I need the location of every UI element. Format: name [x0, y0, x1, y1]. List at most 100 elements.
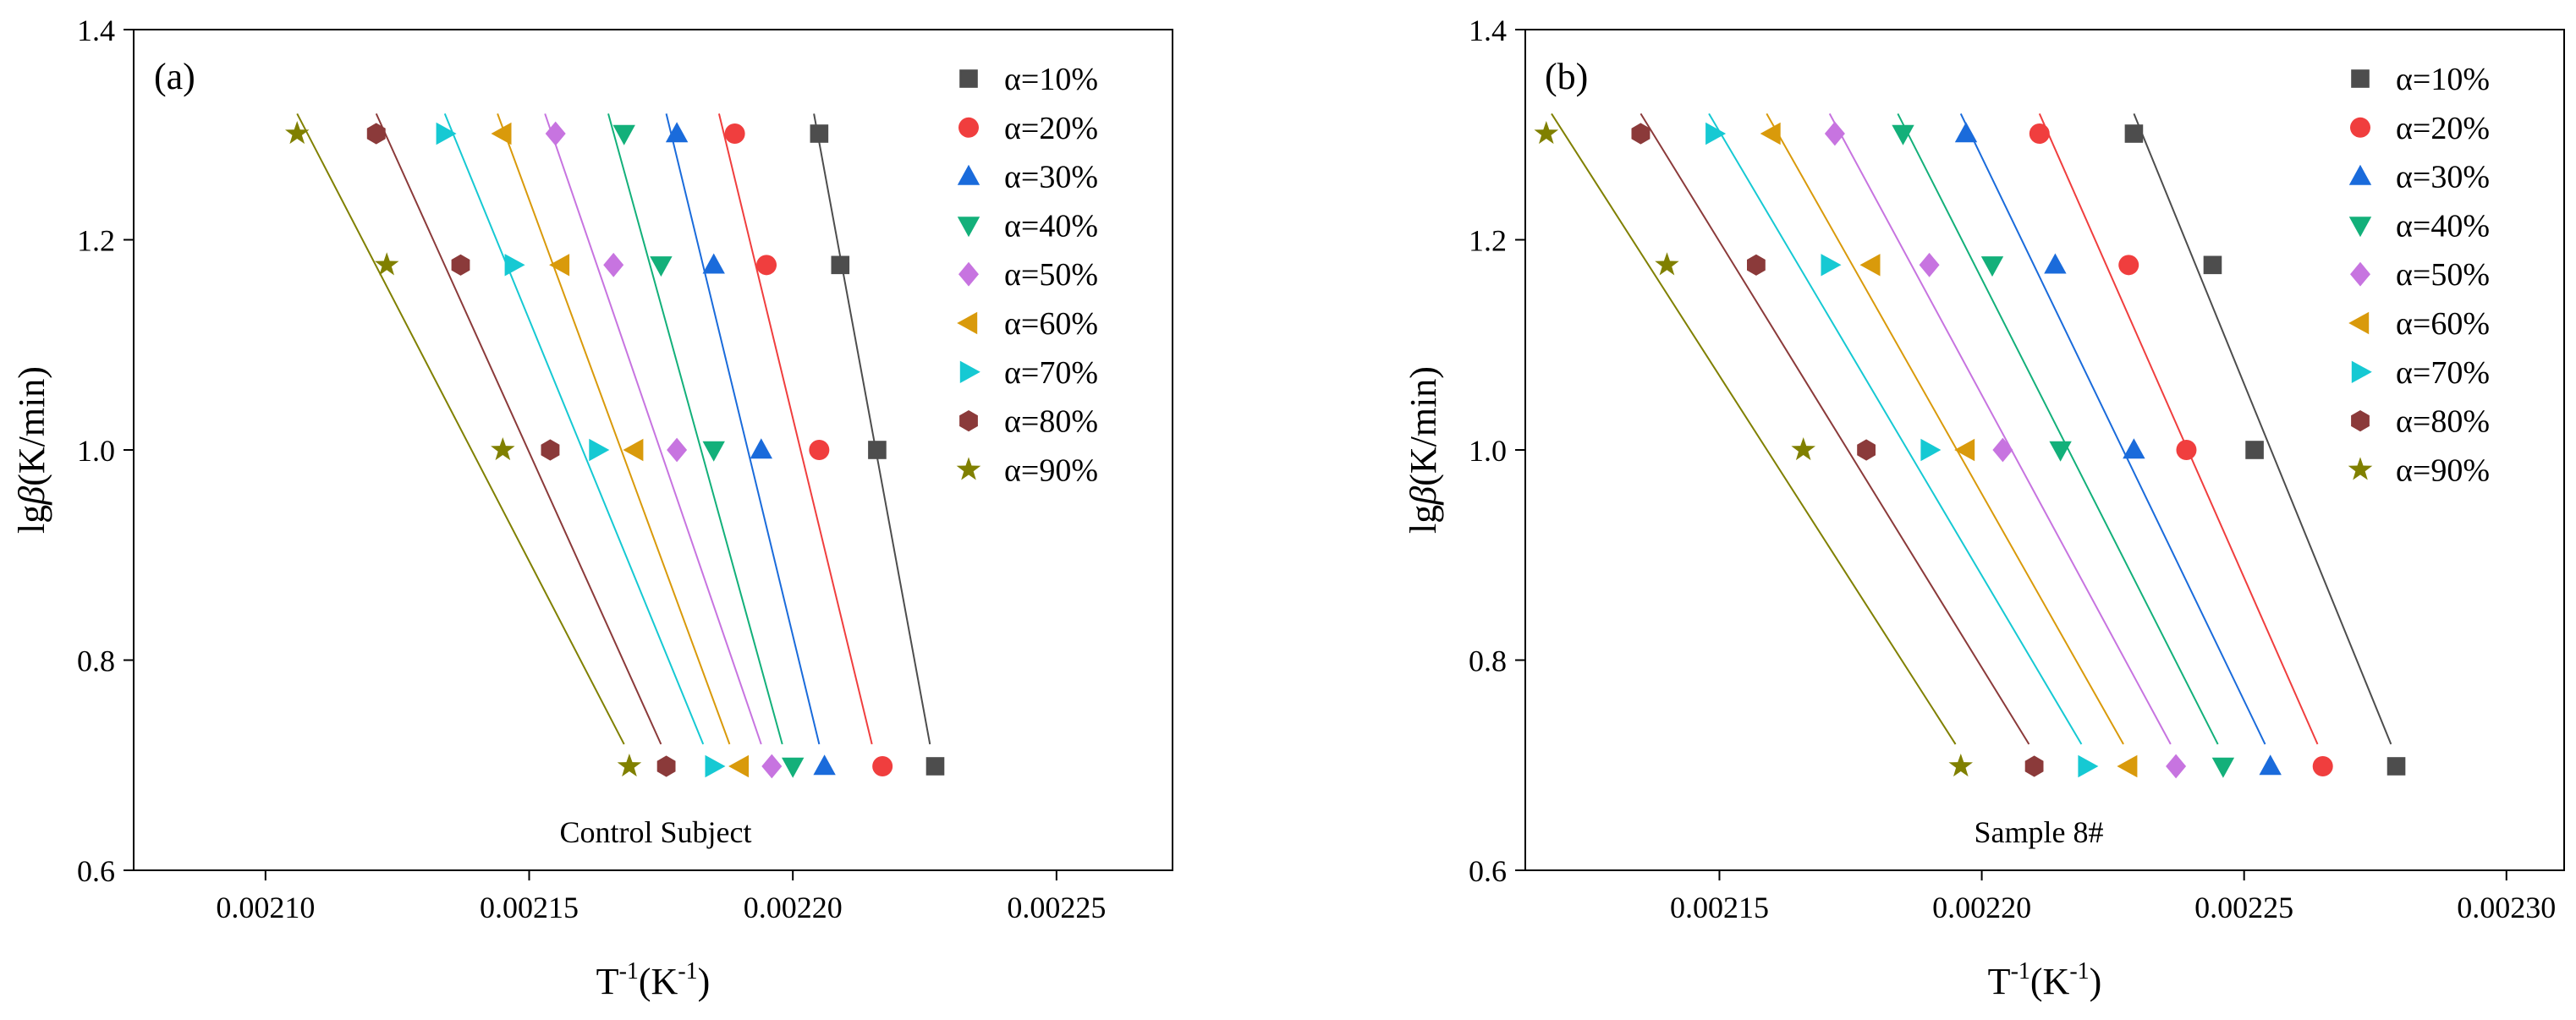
legend-label: α=50% [2396, 257, 2490, 293]
fit-line [375, 112, 662, 745]
data-point [612, 124, 635, 145]
data-point [1631, 123, 1651, 145]
fit-line [1897, 112, 2219, 745]
legend-label: α=80% [1004, 404, 1098, 440]
data-point [650, 256, 673, 277]
chart-panel-a: 0.00210 0.00215 0.00220 0.00225 0.6 0.8 1.0 1.2… [11, 14, 1173, 1002]
data-point [366, 123, 386, 145]
sample-annotation: Sample 8# [1975, 815, 2104, 849]
data-point [809, 440, 830, 460]
data-point [1655, 252, 1679, 276]
data-point [545, 121, 566, 146]
x-tick-label: 0.00220 [744, 891, 843, 924]
axis-ticks: 0.00210 0.00215 0.00220 0.00225 0.6 0.8 1.0 1.2… [77, 14, 1106, 924]
panel-label: (a) [154, 56, 195, 97]
plot-area-frame [133, 29, 1173, 871]
x-tick-label: 0.00230 [2457, 891, 2556, 924]
legend-label: α=60% [2396, 306, 2490, 342]
chart-panel-b: 0.00215 0.00220 0.00225 0.00230 0.6 0.8 1.0 1.2… [1403, 14, 2565, 1002]
fit-lines [296, 112, 931, 745]
fit-line [296, 112, 625, 745]
data-point [2029, 123, 2050, 145]
data-point [2211, 757, 2235, 778]
legend-marker [957, 164, 980, 185]
x-axis-title: T-1(K-1) [596, 958, 711, 1002]
legend-marker [2351, 69, 2370, 88]
fit-line [607, 113, 783, 745]
legend-marker [2348, 457, 2373, 480]
data-point [868, 441, 887, 459]
legend-marker [959, 360, 980, 383]
plot-area-frame [1524, 29, 2565, 871]
y-tick-label: 1.2 [77, 224, 115, 258]
data-point [2166, 754, 2187, 779]
fit-line [1708, 112, 2083, 745]
data-point [810, 124, 829, 143]
y-axis-title: lgβ(K/min) [11, 366, 52, 534]
data-point [603, 252, 624, 277]
fit-line [497, 113, 731, 745]
data-point [1760, 122, 1781, 145]
legend-marker [956, 457, 981, 480]
legend-marker [2350, 117, 2370, 138]
y-tick-label: 0.6 [77, 854, 115, 888]
data-point [831, 255, 850, 275]
fit-line [1551, 112, 1957, 745]
legend-label: α=80% [2396, 404, 2490, 440]
legend-marker [2351, 410, 2370, 432]
data-point [1992, 437, 2013, 463]
fit-line [443, 113, 705, 745]
fit-line [2038, 112, 2319, 745]
legend-label: α=70% [1004, 355, 1098, 391]
data-point [1824, 121, 1845, 146]
data-point [617, 754, 642, 777]
data-points [285, 121, 945, 779]
data-point [782, 757, 805, 778]
x-tick-label: 0.00225 [1007, 891, 1106, 924]
data-point [2259, 754, 2282, 776]
data-point [1892, 124, 1914, 145]
data-point [623, 438, 644, 462]
data-point [724, 123, 745, 145]
data-point [1954, 122, 1978, 143]
data-point [1791, 437, 1815, 461]
data-point [374, 252, 399, 276]
data-point [1948, 754, 1973, 777]
fit-line [2133, 113, 2392, 745]
legend-marker [2348, 217, 2372, 238]
data-point [2123, 438, 2145, 459]
fit-line [544, 113, 762, 745]
legend-marker [2348, 164, 2372, 185]
legend-label: α=10% [2396, 62, 2490, 97]
data-point [2176, 440, 2197, 460]
data-point [2117, 754, 2138, 778]
data-point [589, 438, 610, 462]
data-point [872, 755, 893, 776]
legend: α=10% α=20% α=30% α=40% α=50% α=60% α=70% α=80%… [2348, 62, 2490, 488]
data-point [541, 439, 560, 461]
data-point [750, 438, 772, 459]
data-point [2118, 255, 2139, 276]
legend-label: α=70% [2396, 355, 2490, 391]
x-tick-label: 0.00215 [1670, 891, 1769, 924]
data-point [1920, 438, 1942, 462]
data-point [656, 755, 676, 777]
data-point [436, 122, 457, 145]
x-tick-label: 0.00215 [480, 891, 579, 924]
legend-marker [2351, 360, 2372, 383]
legend-label: α=10% [1004, 62, 1098, 97]
legend-label: α=90% [2396, 452, 2490, 488]
data-point [504, 254, 525, 277]
data-point [761, 754, 783, 779]
data-point [491, 122, 512, 145]
fit-line [1766, 112, 2124, 745]
legend-label: α=20% [2396, 111, 2490, 146]
legend-label: α=40% [1004, 208, 1098, 244]
y-tick-label: 0.8 [77, 644, 115, 678]
y-tick-label: 1.0 [77, 434, 115, 468]
data-points [1534, 121, 2406, 779]
data-point [1821, 254, 1842, 277]
data-point [2078, 754, 2099, 778]
y-tick-label: 1.2 [1469, 224, 1507, 258]
